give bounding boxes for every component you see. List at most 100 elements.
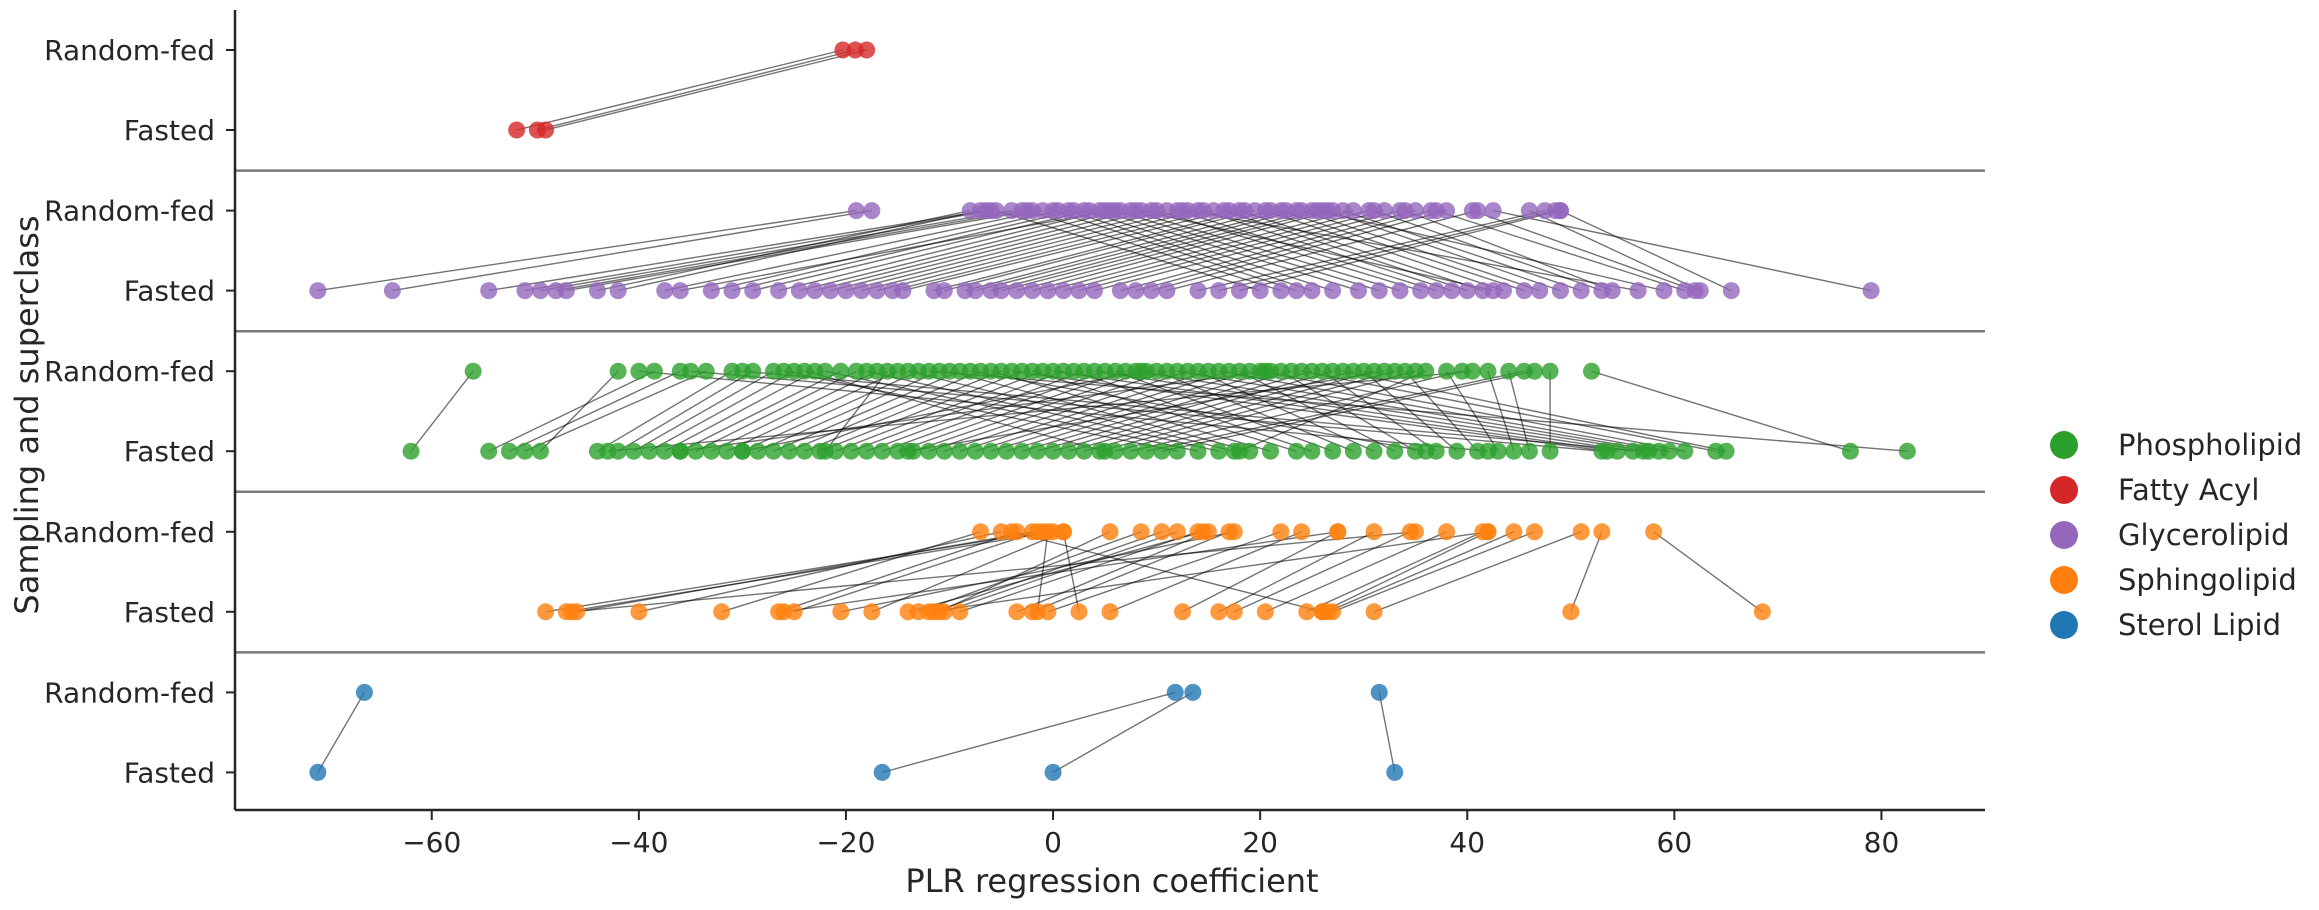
- point-fasted: [1060, 442, 1078, 460]
- point-random-fed: [878, 362, 896, 380]
- point-random-fed: [847, 202, 865, 220]
- point-random-fed: [1551, 202, 1569, 220]
- legend-marker: [2050, 431, 2078, 459]
- point-fasted: [1111, 282, 1129, 300]
- point-fasted: [1044, 763, 1062, 781]
- point-random-fed: [1194, 523, 1212, 541]
- point-fasted: [687, 442, 705, 460]
- y-tick-label: Random-fed: [44, 355, 215, 388]
- pair-line: [1130, 209, 1401, 292]
- point-fasted: [832, 603, 850, 621]
- pair-line: [721, 531, 981, 613]
- point-random-fed: [1365, 523, 1383, 541]
- x-tick-label: −60: [402, 826, 461, 859]
- pair-line: [524, 370, 707, 452]
- pair-line: [840, 531, 1235, 613]
- panel-sterol-lipid: [309, 683, 1404, 781]
- point-fasted: [837, 282, 855, 300]
- y-tick-label: Fasted: [124, 114, 215, 147]
- pair-line: [1321, 370, 1437, 452]
- pair-line: [907, 370, 1385, 452]
- point-random-fed: [972, 202, 990, 220]
- point-random-fed: [1463, 362, 1481, 380]
- pair-line: [410, 370, 474, 452]
- point-fasted: [1753, 603, 1771, 621]
- pair-line: [1047, 209, 1354, 292]
- point-fasted: [1515, 282, 1533, 300]
- point-fasted: [1039, 282, 1057, 300]
- legend-label: Phospholipid: [2118, 428, 2302, 462]
- pair-line: [555, 209, 1023, 292]
- point-fasted: [821, 282, 839, 300]
- point-random-fed: [1308, 202, 1326, 220]
- point-random-fed: [1132, 202, 1150, 220]
- pair-line: [742, 370, 1644, 452]
- pair-line: [757, 370, 940, 452]
- point-fasted: [1230, 282, 1248, 300]
- point-fasted: [537, 603, 555, 621]
- x-tick-label: 60: [1657, 826, 1693, 859]
- pair-line: [944, 209, 1256, 292]
- point-fasted: [1272, 282, 1290, 300]
- point-random-fed: [1148, 202, 1166, 220]
- point-random-fed: [1168, 362, 1186, 380]
- point-fasted: [1634, 442, 1652, 460]
- pair-line: [1373, 531, 1582, 613]
- point-fasted: [1479, 442, 1497, 460]
- pair-line: [1218, 209, 1556, 292]
- point-fasted: [1303, 442, 1321, 460]
- point-fasted: [1153, 442, 1171, 460]
- x-tick-label: 0: [1044, 826, 1062, 859]
- pair-line: [317, 692, 366, 773]
- point-random-fed: [863, 202, 881, 220]
- pair-line: [1026, 209, 1282, 292]
- point-fasted: [1593, 442, 1611, 460]
- point-fasted: [764, 442, 782, 460]
- point-random-fed: [1184, 683, 1202, 701]
- pair-line: [907, 531, 1204, 613]
- legend-label: Fatty Acyl: [2118, 473, 2259, 507]
- point-fasted: [1448, 442, 1466, 460]
- point-fasted: [718, 442, 736, 460]
- point-random-fed: [682, 362, 700, 380]
- point-fasted: [1676, 442, 1694, 460]
- point-fasted: [309, 282, 327, 300]
- point-fasted: [790, 282, 808, 300]
- point-fasted: [1029, 603, 1047, 621]
- point-random-fed: [1375, 362, 1393, 380]
- point-fasted: [1541, 442, 1559, 460]
- y-tick-label: Fasted: [124, 756, 215, 789]
- point-random-fed: [832, 362, 850, 380]
- pair-line: [975, 209, 1287, 292]
- point-fasted: [1013, 442, 1031, 460]
- pair-line: [1114, 209, 1380, 292]
- point-random-fed: [1293, 523, 1311, 541]
- point-fasted: [500, 442, 518, 460]
- pair-line: [933, 209, 1245, 292]
- pair-line: [1435, 209, 1685, 292]
- pair-line: [799, 209, 1121, 292]
- pair-line: [1151, 209, 1447, 292]
- y-axis-title: Sampling and superclass: [8, 215, 46, 614]
- point-fasted: [1189, 442, 1207, 460]
- pair-line: [1140, 209, 1494, 292]
- point-random-fed: [834, 41, 852, 59]
- pair-line: [804, 370, 1002, 452]
- point-random-fed: [1101, 202, 1119, 220]
- point-random-fed: [1075, 202, 1093, 220]
- point-fasted: [1210, 603, 1228, 621]
- point-fasted: [531, 442, 549, 460]
- pair-line: [1265, 209, 1504, 292]
- point-fasted: [1655, 282, 1673, 300]
- pair-line: [990, 370, 1250, 452]
- pair-line: [664, 209, 1043, 292]
- point-random-fed: [1210, 362, 1228, 380]
- legend-marker: [2050, 521, 2078, 549]
- point-random-fed: [645, 362, 663, 380]
- point-fasted: [806, 282, 824, 300]
- pair-line: [814, 209, 1137, 292]
- point-random-fed: [1272, 523, 1290, 541]
- point-random-fed: [796, 362, 814, 380]
- point-random-fed: [1365, 202, 1383, 220]
- point-fasted: [1168, 442, 1186, 460]
